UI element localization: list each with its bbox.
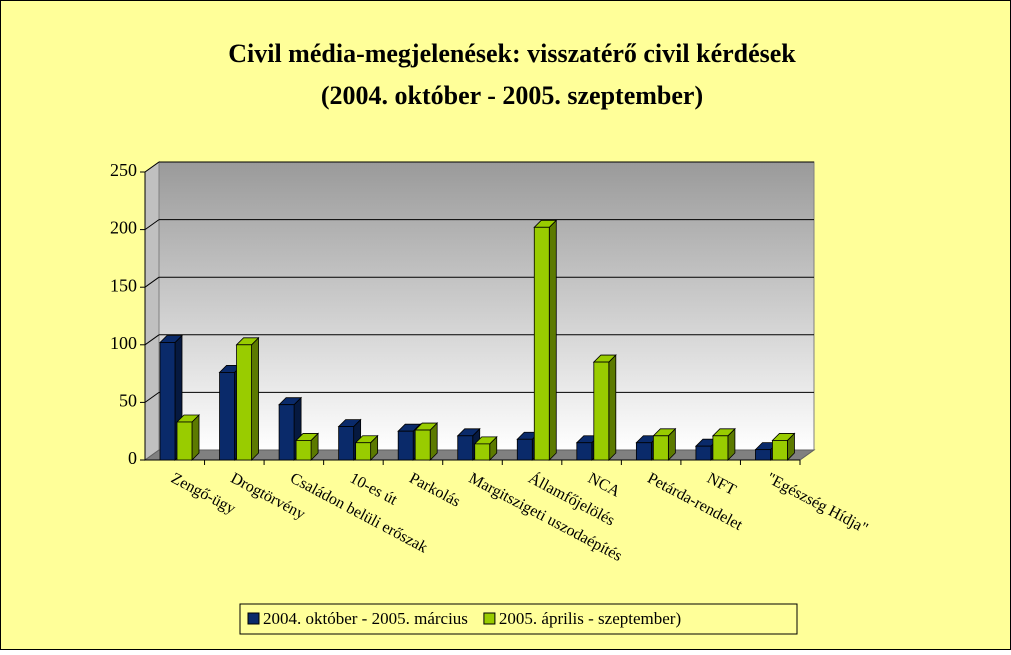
bar-front [159, 342, 176, 461]
legend: 2004. október - 2005. március 2005. ápril… [239, 603, 798, 635]
bar-front [712, 435, 729, 461]
bar-front [755, 449, 771, 461]
side-wall [144, 161, 160, 461]
bar-front [338, 426, 355, 461]
y-tick-label: 0 [128, 448, 137, 468]
bar-front [474, 443, 491, 461]
bar-front [695, 445, 712, 461]
grid-line [144, 334, 160, 346]
bar-front [355, 442, 372, 461]
bar-front [593, 361, 610, 461]
bar [652, 427, 677, 461]
legend-swatch [483, 612, 496, 625]
bar-front [652, 435, 669, 461]
bar [235, 336, 260, 461]
grid-line [144, 276, 160, 288]
grid-line [144, 391, 160, 403]
bar-side [191, 414, 200, 461]
bar-side [251, 336, 259, 461]
bar [533, 219, 558, 461]
bar-front [635, 442, 652, 461]
bar [711, 427, 736, 461]
bar-front [772, 440, 788, 461]
bar-front [236, 344, 252, 461]
bar-front [397, 430, 414, 461]
y-tick-label: 200 [110, 218, 137, 238]
bar [414, 422, 439, 461]
bar-side [548, 219, 557, 461]
legend-label: 2005. április - szeptember) [499, 609, 681, 628]
bar-front [516, 438, 533, 461]
bar [592, 354, 617, 461]
bar [176, 414, 200, 461]
bar [473, 435, 498, 461]
bar-front [219, 372, 235, 461]
bar-front [457, 435, 474, 461]
legend-box [239, 603, 798, 635]
grid-line [144, 161, 160, 173]
bar [354, 434, 379, 461]
chart-title: Civil média-megjelenések: visszatérő civ… [228, 39, 796, 68]
y-tick-label: 50 [119, 391, 137, 411]
bar-front [576, 442, 593, 461]
bar-front [176, 421, 193, 461]
bar-front [278, 404, 295, 461]
chart-title: (2004. október - 2005. szeptember) [321, 81, 703, 110]
y-tick-label: 250 [110, 160, 137, 180]
bar-side [608, 354, 617, 461]
grid-line [144, 219, 160, 231]
bar [771, 432, 796, 461]
y-tick-label: 150 [110, 275, 137, 295]
legend-swatch [247, 612, 260, 625]
bar-front [295, 440, 312, 461]
bar-front [533, 226, 550, 461]
y-tick-label: 100 [110, 333, 137, 353]
bar [295, 432, 320, 461]
bar-front [414, 429, 431, 461]
legend-label: 2004. október - 2005. március [263, 609, 468, 628]
